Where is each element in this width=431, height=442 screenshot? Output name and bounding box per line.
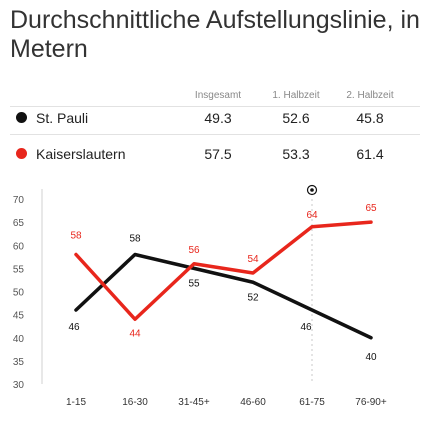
data-label: 64 xyxy=(306,210,318,221)
y-tick-label: 60 xyxy=(13,241,25,252)
data-label: 44 xyxy=(129,328,141,339)
value-first-half: 53.3 xyxy=(282,146,310,162)
y-tick-label: 35 xyxy=(13,357,25,368)
table-divider xyxy=(10,134,420,135)
x-tick-label: 1-15 xyxy=(66,397,86,408)
y-tick-label: 65 xyxy=(13,218,25,229)
data-label: 46 xyxy=(300,322,312,333)
x-tick-label: 76-90+ xyxy=(355,397,387,408)
data-label: 54 xyxy=(247,254,259,265)
data-label: 52 xyxy=(247,292,259,303)
value-total: 57.5 xyxy=(204,146,232,162)
value-second-half: 45.8 xyxy=(356,110,384,126)
table-divider xyxy=(10,106,420,107)
data-label: 65 xyxy=(365,203,377,214)
y-tick-label: 30 xyxy=(13,380,25,391)
data-label: 40 xyxy=(365,352,377,363)
value-total: 49.3 xyxy=(204,110,232,126)
team-color-dot xyxy=(16,112,27,123)
value-second-half: 61.4 xyxy=(356,146,384,162)
x-tick-label: 16-30 xyxy=(122,397,148,408)
x-tick-label: 46-60 xyxy=(240,397,266,408)
team-color-dot xyxy=(16,148,27,159)
value-first-half: 52.6 xyxy=(282,110,310,126)
team-name: St. Pauli xyxy=(36,110,89,126)
y-tick-label: 45 xyxy=(13,311,25,322)
series-line-st-pauli xyxy=(74,252,373,340)
series-line-kaiserslautern xyxy=(74,220,373,321)
y-tick-label: 40 xyxy=(13,334,25,345)
x-tick-label: 61-75 xyxy=(299,397,325,408)
y-tick-label: 70 xyxy=(13,195,25,206)
data-label: 58 xyxy=(70,231,82,242)
data-label: 46 xyxy=(68,322,80,333)
x-tick-label: 31-45+ xyxy=(178,397,210,408)
y-tick-label: 55 xyxy=(13,264,25,275)
column-header-first-half: 1. Halbzeit xyxy=(272,90,320,101)
y-tick-label: 50 xyxy=(13,288,25,299)
data-label: 56 xyxy=(188,245,200,256)
soccer-ball-icon xyxy=(306,184,318,196)
data-label: 58 xyxy=(129,234,141,245)
data-label: 55 xyxy=(188,278,200,289)
chart-title: Durchschnittliche Aufstellungslinie, in … xyxy=(10,6,420,63)
column-header-total: Insgesamt xyxy=(194,90,242,101)
team-name: Kaiserslautern xyxy=(36,146,126,162)
column-header-second-half: 2. Halbzeit xyxy=(346,90,394,101)
